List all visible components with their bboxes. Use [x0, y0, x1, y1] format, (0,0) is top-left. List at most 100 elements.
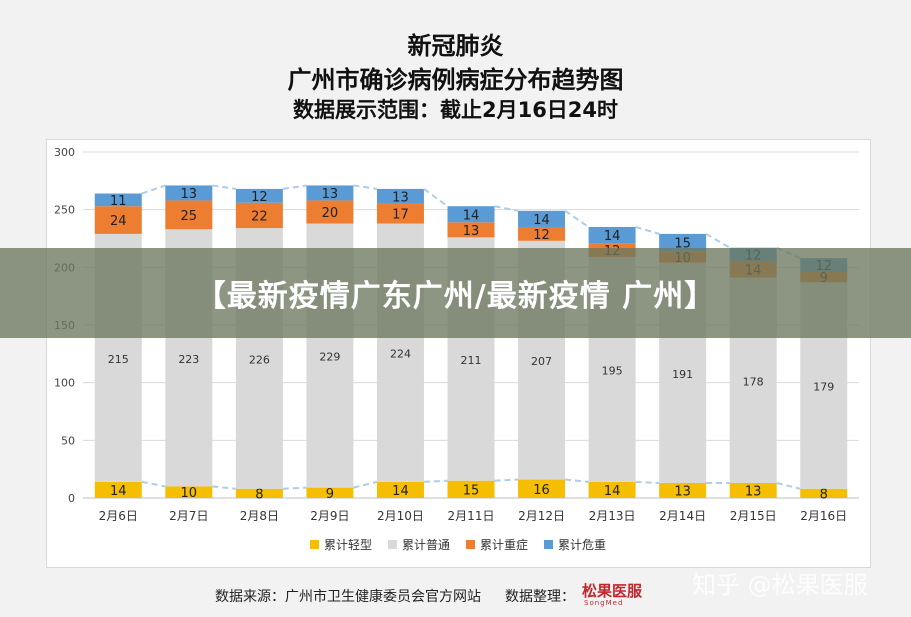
data-label: 224 — [390, 348, 411, 361]
trend-connector — [776, 482, 801, 490]
data-label: 195 — [602, 364, 623, 377]
data-label: 24 — [110, 214, 127, 229]
data-label: 215 — [108, 353, 129, 366]
bar-segment — [518, 479, 566, 498]
chart-panel: 0501001502002503001421524112月6日102232513… — [46, 139, 871, 568]
bar-segment — [376, 481, 424, 498]
bar-segment — [165, 486, 213, 498]
data-label: 14 — [533, 213, 550, 228]
organizer-label: 数据整理： — [505, 589, 575, 605]
x-tick-label: 2月14日 — [659, 509, 706, 523]
y-tick-label: 50 — [61, 434, 75, 447]
bar-segment — [165, 185, 213, 201]
bar-segment — [306, 185, 354, 201]
bar-segment — [235, 202, 283, 229]
bar-segment — [518, 226, 566, 241]
trend-connector — [141, 480, 166, 488]
x-tick-label: 2月16日 — [800, 509, 847, 523]
y-tick-label: 100 — [54, 377, 75, 390]
bar-segment — [376, 203, 424, 224]
x-tick-label: 2月6日 — [99, 509, 138, 523]
chart-title-line1: 新冠肺炎 — [407, 32, 504, 60]
data-label: 13 — [745, 485, 762, 500]
trend-connector — [423, 479, 448, 483]
data-label: 13 — [463, 224, 480, 239]
trend-connector — [212, 184, 237, 190]
trend-connector — [494, 478, 519, 482]
bar-segment — [94, 206, 142, 234]
trend-connector — [423, 188, 449, 208]
x-tick-label: 2月11日 — [448, 509, 495, 523]
bar-segment — [729, 483, 777, 498]
data-label: 13 — [322, 187, 339, 202]
trend-connector — [705, 233, 731, 249]
trend-connector — [564, 209, 590, 228]
legend-swatch — [388, 540, 397, 549]
legend-swatch — [310, 540, 319, 549]
bar-segment — [94, 193, 142, 207]
chart-title-line2: 广州市确诊病例病症分布趋势图 — [287, 66, 624, 94]
y-tick-label: 0 — [68, 492, 75, 505]
trend-connector — [494, 205, 519, 212]
data-label: 211 — [461, 354, 482, 367]
trend-connector — [282, 486, 307, 490]
trend-connector — [353, 184, 378, 190]
data-label: 13 — [674, 485, 691, 500]
bar-segment — [447, 222, 495, 238]
overlay-banner-text: 【最新疫情广东广州/最新疫情 广州】 — [195, 279, 716, 314]
trend-connector — [141, 184, 166, 195]
data-label: 229 — [319, 351, 340, 364]
data-label: 207 — [531, 355, 552, 368]
x-tick-label: 2月10日 — [377, 509, 424, 523]
chart-header: 新冠肺炎 广州市确诊病例病症分布趋势图 数据展示范围：截止2月16日24时 — [0, 0, 911, 135]
bar-segment — [588, 226, 636, 244]
footer: 数据来源：广州市卫生健康委员会官方网站 数据整理： 松果医服 SongMed — [0, 575, 911, 617]
data-label: 8 — [820, 487, 828, 502]
bar-segment — [94, 481, 142, 498]
data-label: 223 — [178, 353, 199, 366]
trend-connector — [353, 480, 378, 489]
bar-segment — [800, 488, 848, 498]
data-label: 15 — [463, 483, 480, 498]
data-label: 9 — [326, 487, 334, 502]
data-label: 14 — [604, 484, 621, 499]
data-label: 226 — [249, 353, 270, 366]
legend-label: 累计轻型 — [324, 538, 372, 552]
x-tick-label: 2月12日 — [518, 509, 565, 523]
logo-subtext: SongMed — [584, 599, 624, 607]
data-label: 22 — [251, 209, 268, 224]
bar-segment — [447, 206, 495, 223]
songguo-logo: 松果医服 SongMed — [582, 580, 660, 610]
x-tick-label: 2月8日 — [240, 509, 279, 523]
y-tick-label: 300 — [54, 146, 75, 159]
data-source-text: 数据来源：广州市卫生健康委员会官方网站 — [215, 589, 481, 605]
data-label: 14 — [463, 208, 480, 223]
chart-title-line3: 数据展示范围：截止2月16日24时 — [292, 98, 619, 122]
bar-segment — [235, 188, 283, 203]
y-tick-label: 250 — [54, 204, 75, 217]
data-label: 13 — [181, 187, 198, 202]
data-label: 178 — [743, 375, 764, 388]
bar-segment — [659, 233, 707, 252]
data-label: 17 — [392, 208, 409, 223]
data-label: 191 — [672, 368, 693, 381]
legend-label: 累计普通 — [402, 538, 450, 552]
x-tick-label: 2月13日 — [589, 509, 636, 523]
overlay-banner: 【最新疫情广东广州/最新疫情 广州】 — [0, 248, 911, 338]
bar-segment — [518, 210, 566, 227]
data-label: 12 — [533, 228, 550, 243]
trend-connector — [564, 478, 589, 483]
data-label: 11 — [110, 194, 127, 209]
trend-connector — [635, 480, 660, 485]
data-label: 13 — [392, 190, 409, 205]
legend-label: 累计危重 — [558, 538, 606, 552]
data-label: 8 — [255, 487, 263, 502]
legend-label: 累计重症 — [480, 537, 528, 552]
bar-segment — [447, 480, 495, 498]
data-label: 14 — [110, 484, 127, 499]
legend-swatch — [544, 540, 553, 549]
data-label: 20 — [322, 206, 339, 221]
bar-segment — [588, 481, 636, 498]
x-tick-label: 2月7日 — [169, 509, 208, 523]
bar-segment — [235, 488, 283, 498]
